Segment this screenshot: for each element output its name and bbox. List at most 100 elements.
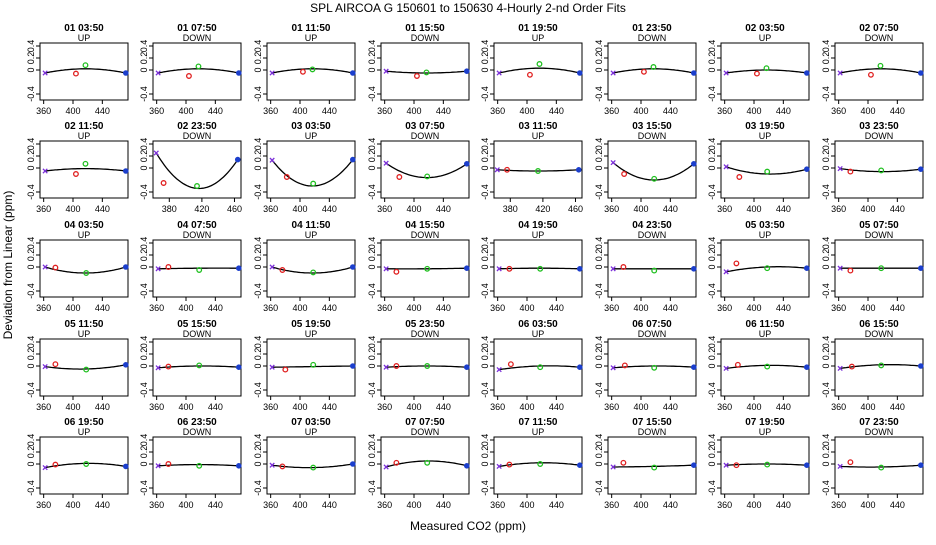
data-point-stroke (723, 70, 729, 76)
x-tick-label: 380 (503, 204, 518, 214)
panel-direction-label: UP (305, 329, 318, 339)
data-point (396, 174, 403, 180)
data-point (506, 461, 513, 468)
data-point (494, 167, 500, 173)
data-point-stroke (383, 464, 389, 470)
y-tick-label: 0.4 (480, 40, 490, 53)
panel-frame (607, 140, 697, 199)
y-tick-label: 0.2 (26, 348, 36, 361)
y-tick-label: 0.2 (821, 150, 831, 163)
y-tick-label: -0.4 (594, 184, 604, 200)
data-point-stroke (153, 150, 159, 156)
x-tick-label: 360 (490, 500, 505, 510)
x-tick-label: 360 (263, 106, 278, 116)
data-point (310, 269, 317, 276)
y-tick-label: -0.4 (253, 382, 263, 398)
panel-direction-label: UP (759, 131, 772, 141)
y-tick-label: -0.4 (26, 86, 36, 102)
data-point (918, 70, 924, 76)
panel-frame (380, 140, 470, 199)
y-tick-label: 0.4 (707, 237, 717, 250)
x-tick-label: 400 (406, 402, 421, 412)
y-tick-label: -0.4 (253, 480, 263, 496)
panel-title: 02 11:50 (65, 121, 104, 132)
x-tick-label: 420 (535, 204, 550, 214)
x-tick-label: 400 (860, 402, 875, 412)
data-point (195, 63, 202, 70)
data-point (535, 168, 541, 174)
data-point (83, 270, 90, 276)
data-point (651, 175, 658, 182)
fit-curve (386, 365, 467, 368)
data-point (383, 160, 389, 166)
y-tick-label: 0 (707, 67, 717, 72)
panel-title: 02 07:50 (859, 23, 899, 34)
data-point (651, 364, 658, 371)
y-tick-label: 0.4 (139, 434, 149, 447)
panel-title: 04 07:50 (177, 220, 217, 231)
data-point (283, 174, 290, 180)
data-point (918, 166, 924, 172)
x-tick-label: 360 (831, 402, 846, 412)
panel-title: 07 15:50 (632, 417, 672, 428)
y-tick-label: 0.2 (253, 150, 263, 163)
y-tick-label: -0.4 (139, 382, 149, 398)
fit-curve (272, 463, 353, 469)
panel-title: 07 07:50 (405, 417, 445, 428)
x-tick-label: 440 (322, 204, 337, 214)
y-tick-label: 0.4 (707, 138, 717, 151)
y-tick-label: 0.2 (367, 348, 377, 361)
panel-direction-label: UP (78, 329, 91, 339)
x-tick-label: 360 (36, 303, 51, 313)
x-tick-label: 460 (568, 204, 583, 214)
x-tick-label: 360 (149, 402, 164, 412)
data-point-stroke (155, 463, 161, 469)
y-tick-label: 0 (821, 67, 831, 72)
fit-curve (612, 162, 695, 181)
data-point (83, 461, 90, 467)
data-point-stroke (723, 462, 729, 468)
x-tick-label: 440 (95, 106, 110, 116)
x-tick-label: 360 (490, 106, 505, 116)
y-tick-label: -0.4 (253, 283, 263, 299)
data-point (279, 267, 286, 273)
panel-direction-label: UP (305, 131, 318, 141)
x-tick-label: 460 (227, 204, 242, 214)
data-point-stroke (610, 365, 616, 371)
data-point (310, 180, 317, 187)
panel-title: 04 03:50 (64, 220, 104, 231)
panel-direction-label: UP (532, 230, 545, 240)
fit-curve (44, 462, 126, 469)
fit-curve (45, 167, 126, 172)
x-tick-label: 400 (519, 303, 534, 313)
panel-direction-label: DOWN (183, 427, 212, 437)
data-point-stroke (42, 363, 48, 370)
y-tick-label: 0.2 (594, 52, 604, 65)
fit-curve (44, 68, 126, 74)
data-point (764, 265, 771, 272)
data-point (918, 363, 924, 369)
chart-title: SPL AIRCOA G 150601 to 150630 4-Hourly 2… (310, 1, 626, 15)
y-tick-label: 0.4 (594, 336, 604, 349)
x-tick-label: 400 (633, 303, 648, 313)
data-point (496, 70, 502, 76)
data-point (867, 71, 874, 78)
data-point (424, 459, 431, 466)
x-tick-label: 360 (36, 402, 51, 412)
data-point (804, 265, 810, 272)
y-tick-label: -0.4 (139, 184, 149, 200)
x-tick-label: 440 (776, 500, 791, 510)
y-tick-label: 0.4 (367, 40, 377, 53)
y-tick-label: 0.4 (26, 237, 36, 250)
panel-direction-label: UP (305, 33, 318, 43)
panel-direction-label: DOWN (638, 131, 667, 141)
fit-curve (499, 365, 580, 371)
